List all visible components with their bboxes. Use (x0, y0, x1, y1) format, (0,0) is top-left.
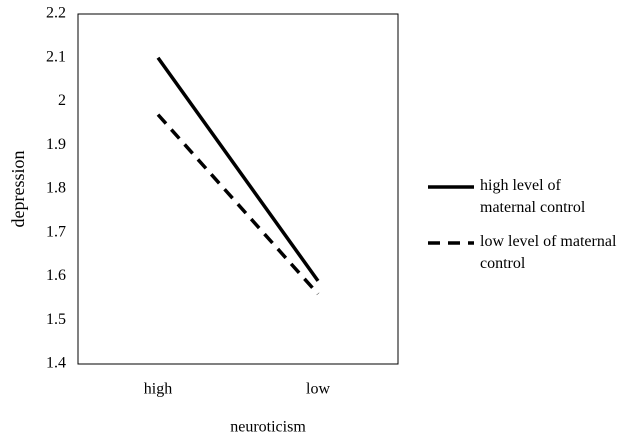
legend-label: low level of maternal control (480, 233, 617, 272)
y-tick-label: 2.2 (46, 5, 66, 22)
series-line (156, 113, 320, 296)
x-axis-title: neuroticism (230, 419, 306, 436)
y-tick-label: 2.1 (46, 48, 66, 65)
y-tick-label: 1.6 (46, 267, 66, 284)
y-axis-title: depression (8, 151, 28, 228)
y-tick-label: 1.7 (46, 223, 66, 240)
y-tick-label: 1.8 (46, 180, 66, 197)
legend-label: high level of maternal control (480, 177, 586, 216)
y-tick-label: 1.9 (46, 136, 66, 153)
y-tick-label: 1.4 (46, 355, 66, 372)
plot-frame (77, 13, 399, 365)
series-line (156, 56, 320, 282)
x-tick-label: high (144, 381, 172, 398)
x-tick-label: low (306, 381, 330, 398)
y-tick-label: 2 (58, 92, 66, 109)
y-tick-label: 1.5 (46, 311, 66, 328)
